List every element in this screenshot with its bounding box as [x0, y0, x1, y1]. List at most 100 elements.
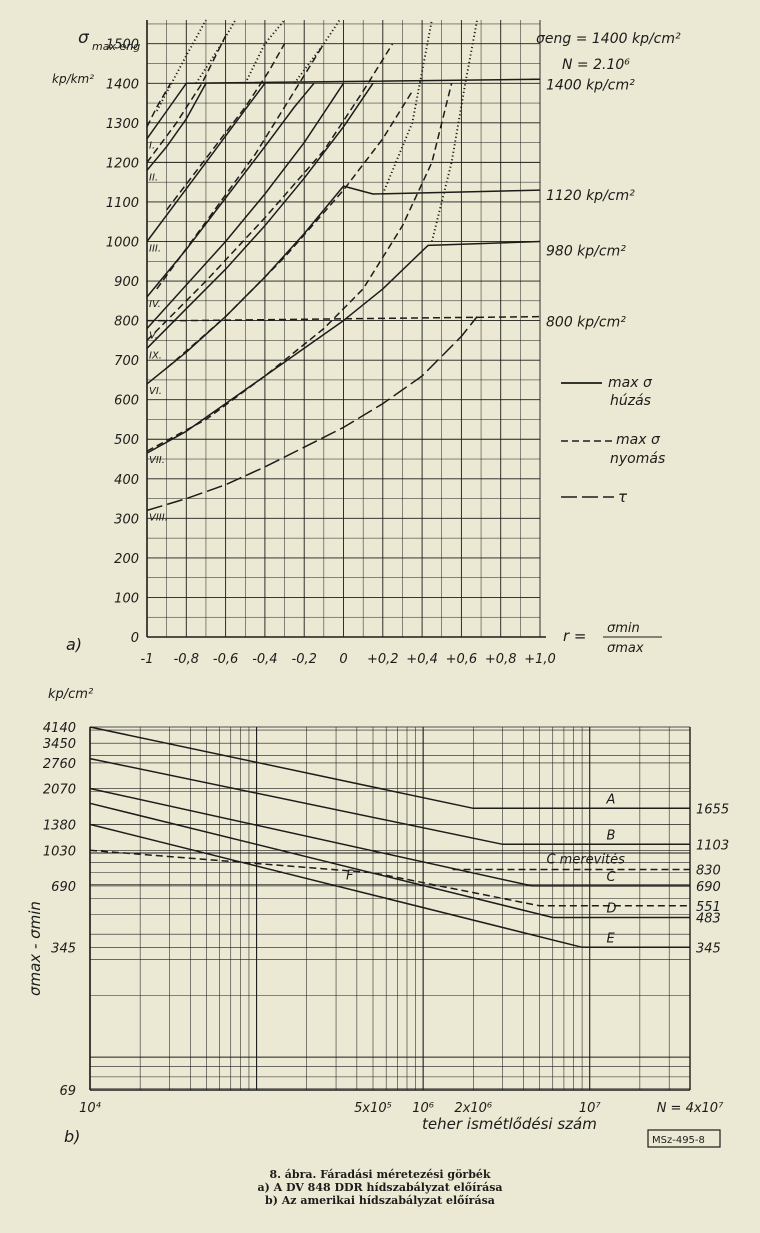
chart-a-x-label-numerator: σmin: [607, 621, 640, 636]
right-value-483: 483: [696, 911, 721, 926]
y-tick-label: 800: [114, 315, 139, 330]
series-vi-dashed: [166, 90, 413, 369]
limit-label-800: 800 kp/cm²: [546, 315, 626, 331]
y-tick-label: 4140: [43, 721, 76, 736]
series-v-solid: [146, 82, 345, 330]
y-tick-label: 69: [59, 1084, 76, 1099]
series-i-dashed: [146, 82, 172, 128]
series-ix-solid: [146, 82, 374, 349]
series-label-f: F: [346, 868, 354, 883]
y-tick-label: 345: [51, 941, 76, 956]
series-ii-solid: [146, 82, 207, 171]
series-vi-solid: [146, 185, 541, 385]
chart-a-series: [146, 19, 541, 512]
y-tick-label: 2760: [43, 757, 76, 772]
right-value-1103: 1103: [696, 838, 729, 853]
series-label-ii: II.: [149, 172, 158, 183]
legend-solid-label-2: húzás: [610, 393, 651, 409]
y-tick-label: 700: [114, 354, 139, 369]
limit-label-980: 980 kp/cm²: [546, 243, 626, 259]
right-value-690: 690: [696, 880, 721, 895]
series-iii-dotted: [244, 19, 286, 84]
chart-a-header-note-2: N = 2.10⁶: [562, 57, 630, 73]
chart-a-y-unit: kp/km²: [52, 72, 94, 86]
series-ii-dotted: [195, 19, 237, 84]
x-tick-label: 10⁴: [79, 1101, 102, 1116]
figure-caption-line-a: a) A DV 848 DDR hídszabályzat előírása: [257, 1181, 503, 1194]
x-tick-label: +0,8: [485, 652, 517, 667]
legend-longdash-label: τ: [618, 488, 628, 506]
y-tick-label: 1300: [106, 117, 139, 132]
series-label-i: I.: [149, 141, 155, 152]
right-value-1655: 1655: [696, 802, 729, 817]
x-tick-label: +0,6: [446, 652, 478, 667]
limit-label-1120: 1120 kp/cm²: [546, 188, 635, 204]
series-ix-dashed: [146, 43, 394, 341]
right-value-551: 551: [696, 900, 721, 915]
y-tick-label: 690: [51, 880, 76, 895]
series-iv-dashed: [156, 43, 325, 290]
series-label-v: V.: [149, 331, 158, 342]
chart-a-header-note-1: σeng = 1400 kp/cm²: [536, 31, 681, 47]
chart-b-series: [89, 726, 690, 949]
series-label-iii: III.: [149, 243, 161, 254]
figure-caption-line-b: b) Az amerikai hídszabályzat előírása: [265, 1194, 495, 1207]
series-v-dashed: [147, 315, 541, 322]
y-tick-label: 900: [114, 275, 139, 290]
x-tick-label: 2x10⁶: [454, 1101, 492, 1116]
x-tick-label: 10⁷: [579, 1101, 602, 1116]
stamp-box: [647, 1129, 721, 1148]
series-ii-dashed: [146, 35, 227, 163]
series-a-solid: [89, 726, 690, 810]
series-i-solid: [146, 78, 541, 140]
series-e-solid: [89, 823, 690, 949]
y-tick-label: 400: [114, 473, 139, 488]
x-tick-label: N = 4x10⁷: [657, 1101, 724, 1116]
y-tick-label: 1000: [106, 235, 139, 250]
series-iii-solid: [146, 82, 266, 242]
y-tick-label: 500: [114, 433, 139, 448]
series-d-solid: [89, 802, 690, 919]
chart-a-y-label-main: σ: [78, 28, 90, 48]
x-tick-label: -0,2: [292, 652, 317, 667]
chart-a-limit-labels: 1400 kp/cm² 1120 kp/cm² 980 kp/cm² 800 kp/c…: [546, 77, 635, 330]
series-label-c: C: [606, 870, 616, 885]
series-f-dashed: [89, 849, 690, 907]
y-tick-label: 1200: [106, 156, 139, 171]
y-tick-label: 2070: [43, 782, 76, 797]
series-label-ix: IX.: [149, 350, 162, 361]
series-iv-dotted: [293, 19, 341, 84]
series-c-solid: [89, 787, 690, 887]
series-label-vi: VI.: [149, 386, 162, 397]
x-tick-label: +1,0: [524, 652, 556, 667]
chart-b-y-label: σmax - σmin: [26, 901, 44, 996]
chart-b-x-tick-labels: 10⁴ 5x10⁵ 10⁶ 2x10⁶ 10⁷ N = 4x10⁷: [79, 1101, 724, 1116]
y-tick-label: 300: [114, 512, 139, 527]
x-tick-label: 0: [339, 652, 347, 667]
chart-b-y-unit: kp/cm²: [48, 687, 93, 702]
right-value-345: 345: [696, 941, 721, 956]
chart-b-panel-label: b): [64, 1127, 80, 1146]
x-tick-label: -0,8: [174, 652, 199, 667]
series-label-c-merevit-s: C merevités: [546, 852, 625, 867]
chart-a-y-label-sub: max eng: [92, 40, 140, 53]
chart-a: 0 100 200 300 400 500 600 700 800 900 1000 1100 1200…: [52, 19, 681, 667]
chart-a-panel-label: a): [66, 635, 82, 654]
y-tick-label: 1380: [43, 818, 76, 833]
chart-a-grid: [146, 20, 546, 638]
x-tick-label: -0,4: [252, 652, 277, 667]
y-tick-label: 200: [114, 552, 139, 567]
series-vii-solid: [146, 240, 541, 454]
series-label-e: E: [606, 931, 615, 946]
series-label-iv: IV.: [149, 299, 161, 310]
y-tick-label: 3450: [43, 737, 76, 752]
y-tick-label: 1030: [43, 844, 76, 859]
x-tick-label: -1: [141, 652, 154, 667]
limit-label-1400: 1400 kp/cm²: [546, 77, 635, 93]
series-label-b: B: [606, 828, 615, 843]
x-tick-label: 5x10⁵: [354, 1101, 392, 1116]
series-label-vii: VII.: [149, 455, 165, 466]
